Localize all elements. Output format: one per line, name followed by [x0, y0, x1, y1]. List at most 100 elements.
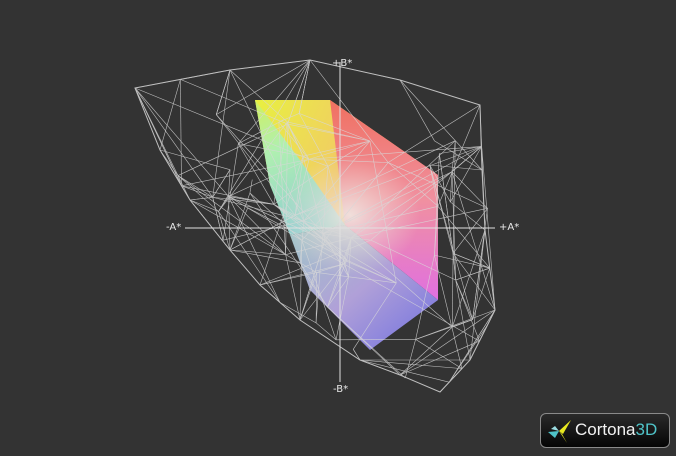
- cortona3d-logo[interactable]: Cortona3D: [540, 413, 670, 448]
- wireframe-edge: [479, 309, 496, 342]
- wireframe-edge: [455, 279, 480, 342]
- wireframe-edge: [229, 69, 288, 123]
- wireframe-edge: [348, 237, 352, 277]
- wireframe-edge: [434, 140, 483, 171]
- wireframe-edge: [247, 207, 347, 261]
- wireframe-edge: [189, 196, 213, 201]
- wireframe-edge: [229, 192, 251, 251]
- wireframe-edge: [259, 263, 345, 286]
- wireframe-edge: [327, 259, 348, 308]
- wireframe-edge: [238, 143, 304, 157]
- wireframe-edge: [216, 114, 348, 261]
- wireframe-edge: [451, 146, 482, 172]
- wireframe-edge: [285, 254, 301, 321]
- wireframe-edge: [348, 276, 397, 284]
- wireframe-edge: [278, 121, 310, 160]
- wireframe-edge: [228, 158, 310, 197]
- wireframe-edge: [327, 237, 352, 308]
- wireframe-edge: [180, 69, 231, 80]
- wireframe-edge: [287, 124, 305, 221]
- wireframe-edge: [273, 204, 344, 260]
- wireframe-edge: [229, 207, 249, 251]
- wireframe-edge: [299, 262, 328, 308]
- wireframe-edge: [315, 322, 337, 341]
- wireframe-edge: [429, 164, 483, 171]
- wireframe-edge: [303, 140, 371, 222]
- wireframe-edge: [212, 197, 224, 241]
- wireframe-edge: [218, 59, 311, 212]
- wireframe-edge: [452, 253, 457, 281]
- wireframe-edge: [452, 253, 496, 311]
- wireframe-edge: [249, 192, 328, 308]
- wireframe-mesh: [134, 59, 496, 393]
- cortona-star-icon: [548, 420, 571, 443]
- wireframe-edge: [399, 340, 480, 376]
- wireframe-edge: [450, 146, 482, 203]
- wireframe-edge: [399, 326, 453, 376]
- wireframe-edge: [180, 79, 182, 186]
- wireframe-edge: [229, 249, 286, 255]
- wireframe-edge: [399, 79, 483, 171]
- wireframe-edge: [134, 87, 213, 198]
- wireframe-edge: [434, 255, 463, 369]
- axes: [185, 62, 495, 382]
- wireframe-edge: [278, 113, 300, 123]
- wireframe-edge: [324, 162, 389, 241]
- wireframe-edge: [294, 140, 456, 216]
- wireframe-edge: [229, 69, 305, 221]
- wireframe-edge: [429, 164, 451, 203]
- wireframe-edge: [343, 259, 397, 284]
- wireframe-edge: [189, 199, 231, 251]
- wireframe-edge: [451, 140, 456, 172]
- wireframe-edge: [309, 146, 482, 160]
- wireframe-edge: [218, 211, 231, 251]
- wireframe-edge: [229, 59, 311, 71]
- wireframe-edge: [301, 240, 345, 265]
- wireframe-edge: [452, 140, 456, 254]
- wireframe-edge: [302, 155, 310, 160]
- wireframe-edge: [327, 276, 349, 308]
- wireframe-edge: [322, 171, 453, 234]
- wireframe-edge: [287, 123, 371, 142]
- wireframe-edge: [472, 267, 491, 320]
- wireframe-edge: [301, 199, 338, 241]
- wireframe-edge: [216, 59, 311, 115]
- wireframe-edge: [273, 204, 326, 241]
- wireframe-edge: [429, 164, 439, 207]
- wireframe-edge: [134, 87, 229, 197]
- wireframe-edge: [287, 59, 311, 125]
- wireframe-edge: [238, 119, 285, 144]
- wireframe-edge: [343, 263, 480, 342]
- wireframe-edge: [294, 159, 310, 216]
- wireframe-edge: [181, 158, 310, 187]
- wireframe-edge: [388, 104, 481, 163]
- wireframe-edge: [309, 59, 401, 81]
- wireframe-edge: [212, 196, 304, 222]
- wireframe-edge: [448, 368, 463, 383]
- wireframe-edge: [359, 359, 401, 376]
- wireframe-edge: [279, 302, 301, 321]
- wireframe-edge: [327, 166, 339, 201]
- wireframe-edge: [399, 309, 496, 376]
- wireframe-edge: [303, 199, 338, 222]
- wireframe-edge: [439, 382, 450, 393]
- wireframe-edge: [335, 276, 349, 340]
- axis-label-minus-b: -B*: [333, 384, 349, 395]
- wireframe-edge: [273, 166, 329, 205]
- wireframe-edge: [322, 233, 352, 239]
- wireframe-edge: [229, 249, 301, 264]
- wireframe-edge: [215, 69, 231, 115]
- wireframe-edge: [350, 237, 371, 241]
- wireframe-edge: [223, 220, 304, 241]
- wireframe-edge: [308, 158, 329, 167]
- wireframe-edge: [287, 121, 304, 157]
- wireframe-edge: [434, 153, 440, 256]
- wireframe-edge: [415, 339, 463, 369]
- wireframe-edge: [177, 123, 288, 176]
- wireframe-edge: [316, 272, 349, 278]
- wireframe-edge: [212, 196, 274, 205]
- wireframe-edge: [301, 240, 337, 340]
- wireframe-edge: [134, 79, 181, 89]
- wireframe-edge: [350, 140, 456, 239]
